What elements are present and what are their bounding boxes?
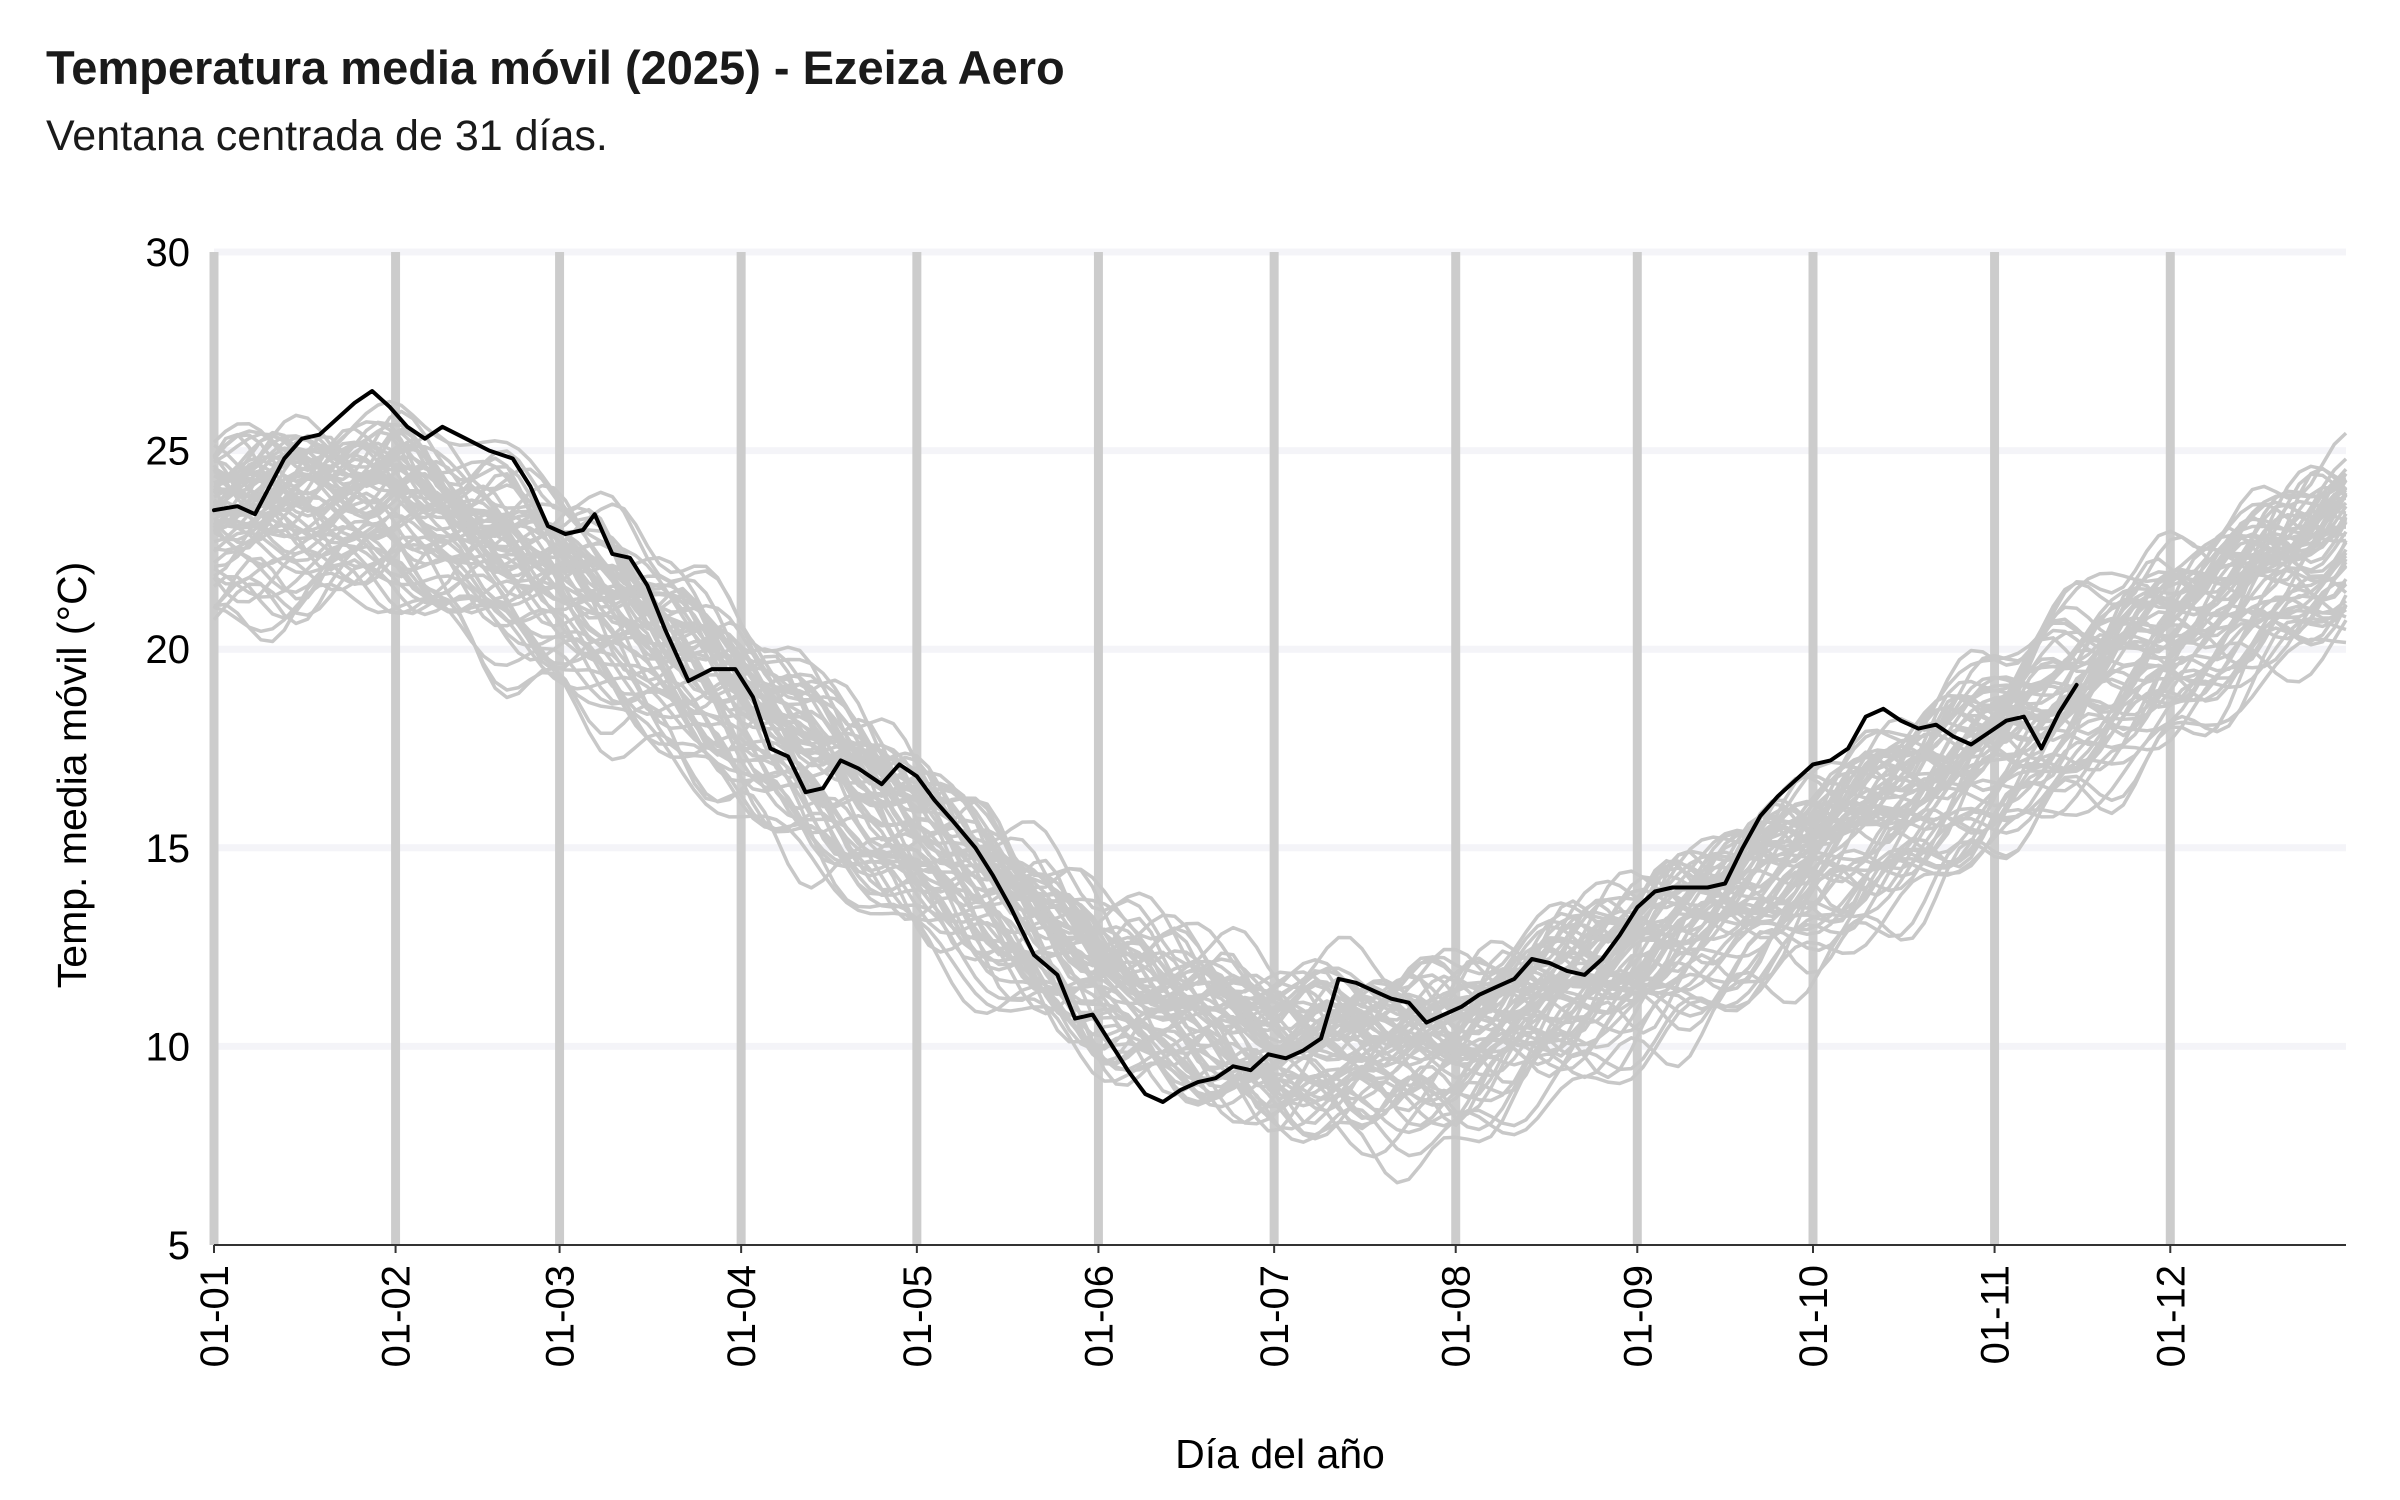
x-tick-label: 01-08 [1435,1265,1479,1367]
background-year-line [213,488,2347,1101]
x-tick-label: 01-11 [1974,1265,2018,1364]
background-year-line [212,431,2348,1047]
x-tick-label: 01-05 [896,1265,940,1367]
y-tick-label: 30 [146,231,191,275]
y-tick-label: 10 [146,1025,191,1069]
y-axis-title: Temp. media móvil (°C) [49,562,95,988]
y-tick-labels: 5 10 15 20 25 30 [146,231,191,1268]
x-tick-label: 01-10 [1792,1265,1836,1367]
background-year-line [213,535,2348,1185]
x-tick-label: 01-02 [375,1265,419,1367]
background-year-line [212,399,2348,1072]
background-year-line [212,470,2348,1113]
background-year-line [212,562,2348,1121]
background-year-line [213,456,2347,1062]
x-tick-label: 01-03 [539,1265,583,1367]
background-year-line [213,452,2347,1061]
y-tick-label: 25 [146,430,191,474]
chart-subtitle: Ventana centrada de 31 días. [46,112,608,160]
y-tick-label: 15 [146,827,191,871]
background-series-lines [212,399,2348,1185]
y-tick-label: 5 [168,1224,190,1268]
chart-title: Temperatura media móvil (2025) - Ezeiza … [46,41,1065,94]
x-axis-title: Día del año [1175,1431,1385,1477]
x-tick-label: 01-06 [1077,1265,1121,1367]
series-line-2025 [212,389,2079,1104]
y-tick-label: 20 [146,628,191,672]
x-tick-label: 01-01 [193,1265,237,1367]
background-year-line [213,452,2348,1001]
x-tick-label: 01-12 [2149,1265,2193,1367]
x-tick-labels: 01-01 01-02 01-03 01-04 01-05 01-06 01-07 01-08… [193,1265,2193,1367]
highlight-series-lines [212,389,2079,1104]
background-year-line [212,487,2348,1159]
x-tick-label: 01-04 [720,1265,764,1367]
x-tick-label: 01-09 [1616,1265,1660,1367]
background-year-line [212,534,2348,1131]
x-tick-label: 01-07 [1253,1265,1297,1367]
